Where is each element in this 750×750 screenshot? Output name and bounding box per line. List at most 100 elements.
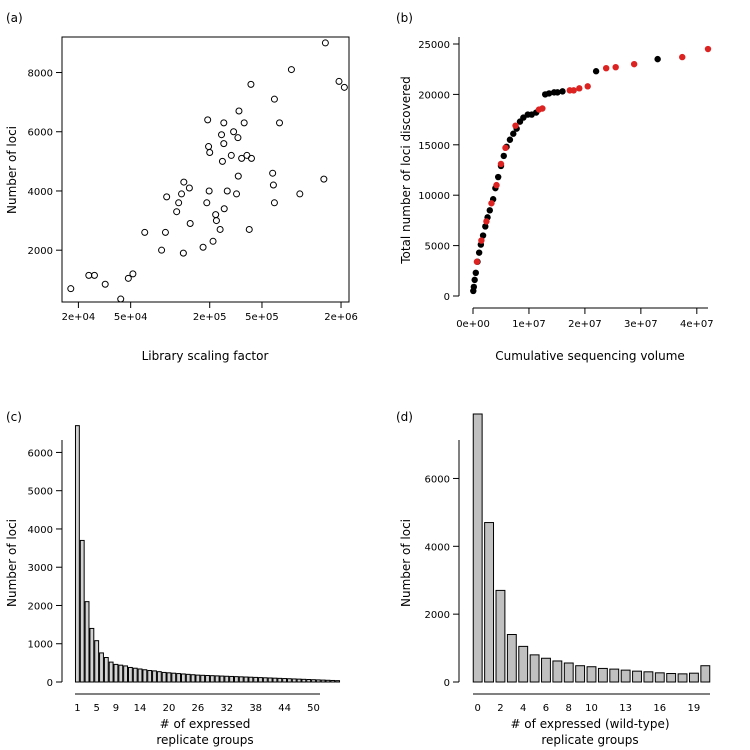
data-point bbox=[129, 270, 137, 278]
bar bbox=[185, 673, 191, 683]
data-point bbox=[216, 225, 224, 233]
bar bbox=[127, 666, 133, 683]
bar bbox=[190, 674, 196, 683]
panel-a-plot-frame bbox=[61, 36, 350, 303]
bar bbox=[586, 666, 597, 683]
y-tick-label: 2000 bbox=[28, 246, 53, 257]
bar bbox=[209, 675, 215, 683]
bar bbox=[484, 522, 495, 683]
bar bbox=[142, 669, 148, 683]
data-point bbox=[235, 107, 243, 115]
bar bbox=[166, 672, 172, 683]
data-point bbox=[220, 205, 228, 213]
data-point bbox=[141, 228, 149, 236]
bar bbox=[495, 589, 506, 683]
data-point bbox=[270, 95, 278, 103]
data-point bbox=[218, 131, 226, 139]
data-point bbox=[185, 184, 193, 192]
panel-d-y-axis: 0 2000 4000 6000 bbox=[425, 474, 459, 689]
bar bbox=[529, 654, 540, 683]
x-tick-label: 38 bbox=[249, 703, 262, 714]
bar bbox=[518, 645, 529, 683]
data-point bbox=[101, 280, 109, 288]
bar bbox=[282, 678, 288, 683]
data-point bbox=[247, 80, 255, 88]
x-tick-label: 4 bbox=[520, 703, 526, 714]
bar bbox=[200, 674, 206, 683]
red-data-point bbox=[502, 144, 509, 152]
y-tick-label: 5000 bbox=[425, 242, 450, 253]
y-tick-label: 1000 bbox=[28, 640, 53, 651]
black-data-point bbox=[520, 114, 527, 121]
panel-b-x-axis: 0e+00 1e+07 2e+07 3e+07 4e+07 bbox=[456, 308, 714, 330]
bar bbox=[643, 671, 654, 683]
bar bbox=[315, 679, 321, 683]
bar bbox=[267, 677, 273, 683]
red-data-point bbox=[576, 85, 583, 92]
y-tick-label: 15000 bbox=[418, 141, 450, 152]
panel-c-x-label-line-1: # of expressed bbox=[160, 717, 251, 731]
bar bbox=[301, 678, 307, 683]
bar bbox=[335, 680, 341, 683]
data-point bbox=[173, 208, 181, 216]
bar bbox=[89, 627, 95, 683]
bar bbox=[238, 676, 244, 683]
y-tick-label: 8000 bbox=[28, 69, 53, 80]
bar bbox=[156, 671, 162, 683]
x-tick-label: 26 bbox=[191, 703, 204, 714]
red-data-point bbox=[539, 105, 546, 112]
panel-c-label: (c) bbox=[6, 410, 22, 424]
x-tick-label: 14 bbox=[134, 703, 147, 714]
bar bbox=[632, 670, 642, 683]
black-data-point bbox=[506, 136, 514, 143]
bar bbox=[688, 672, 699, 683]
y-tick-label: 0 bbox=[47, 678, 53, 689]
panel-d-x-axis: 0 2 4 6 8 10 13 16 19 bbox=[475, 703, 701, 714]
bar bbox=[152, 670, 157, 683]
data-point bbox=[161, 228, 169, 236]
panel-a-y-axis: 2000 4000 6000 8000 bbox=[28, 69, 62, 257]
panel-d-y-label: Number of loci bbox=[399, 519, 413, 607]
data-point bbox=[67, 285, 75, 293]
x-tick-label: 13 bbox=[619, 703, 632, 714]
data-point bbox=[203, 199, 211, 207]
panel-d-label: (d) bbox=[396, 410, 413, 424]
black-data-point bbox=[475, 249, 483, 256]
panel-d: (d) 0 2 4 6 8 10 13 16 19 0 2000 4000 6000 # of exp… bbox=[396, 410, 711, 747]
x-tick-label: 2e+04 bbox=[62, 312, 96, 323]
data-point bbox=[212, 211, 220, 219]
black-data-point bbox=[472, 269, 479, 277]
bar bbox=[258, 677, 263, 683]
panel-c-x-axis: 1 5 9 14 20 26 32 38 44 50 bbox=[74, 703, 320, 714]
data-point bbox=[206, 148, 214, 156]
y-tick-label: 6000 bbox=[28, 448, 53, 459]
y-tick-label: 10000 bbox=[418, 191, 450, 202]
data-point bbox=[205, 187, 213, 195]
bar bbox=[272, 677, 278, 683]
panel-a-y-label: Number of loci bbox=[5, 126, 19, 214]
bar bbox=[262, 677, 268, 683]
panel-a-x-axis: 2e+04 5e+04 2e+05 5e+05 2e+06 bbox=[62, 302, 358, 323]
y-tick-label: 2000 bbox=[425, 610, 450, 621]
data-point bbox=[158, 246, 166, 254]
bar bbox=[161, 671, 167, 683]
red-data-point bbox=[704, 45, 712, 53]
panel-b-points bbox=[470, 45, 712, 295]
data-point bbox=[179, 249, 187, 257]
bar bbox=[248, 676, 254, 683]
bar bbox=[113, 663, 119, 683]
x-tick-label: 2e+05 bbox=[193, 312, 227, 323]
data-point bbox=[220, 119, 228, 127]
red-data-point bbox=[488, 200, 495, 207]
bar bbox=[311, 679, 316, 683]
data-point bbox=[178, 190, 186, 198]
x-tick-label: 20 bbox=[163, 703, 176, 714]
bar bbox=[132, 667, 138, 683]
panel-b-label: (b) bbox=[396, 11, 413, 25]
data-point bbox=[163, 193, 171, 201]
data-point bbox=[296, 190, 304, 198]
bar bbox=[99, 652, 104, 683]
bar bbox=[103, 657, 109, 683]
y-tick-label: 0 bbox=[444, 292, 450, 303]
data-point bbox=[209, 237, 217, 245]
